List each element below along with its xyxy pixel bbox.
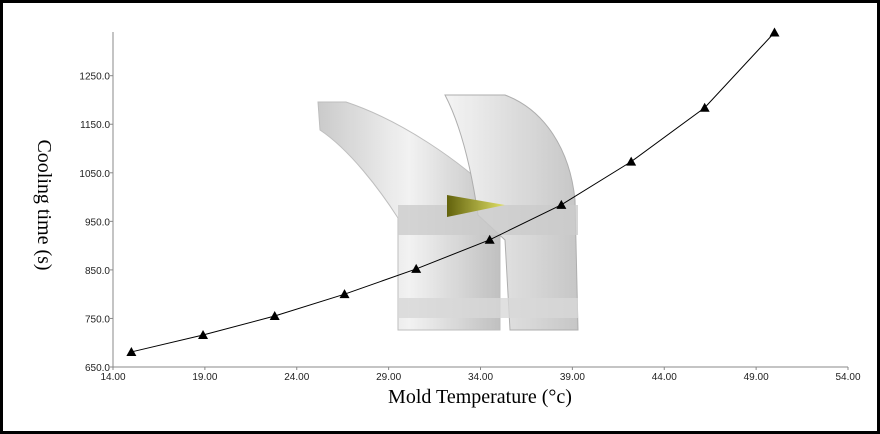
- x-tick-label: 19.00: [192, 372, 217, 383]
- x-tick-label: 49.00: [744, 372, 769, 383]
- x-tick-label: 54.00: [835, 372, 860, 383]
- y-tick-label: 1050.0: [79, 169, 110, 180]
- y-tick-label: 1150.0: [80, 120, 110, 131]
- y-axis-label: Cooling time (s): [33, 139, 55, 270]
- x-tick-label: 24.00: [284, 372, 309, 383]
- x-tick-label: 44.00: [652, 372, 677, 383]
- x-tick-label: 14.00: [100, 372, 125, 383]
- y-tick-label: 850.0: [85, 266, 110, 277]
- x-tick-label: 29.00: [376, 372, 401, 383]
- x-tick-label: 39.00: [560, 372, 585, 383]
- x-axis-label: Mold Temperature (°c): [388, 386, 572, 408]
- y-tick-label: 1250.0: [79, 72, 110, 83]
- x-tick-label: 34.00: [468, 372, 493, 383]
- y-tick-label: 950.0: [85, 217, 110, 228]
- y-tick-label: 750.0: [85, 314, 110, 325]
- chart: Mold Temperature (°c) Cooling time (s) 6…: [0, 0, 880, 434]
